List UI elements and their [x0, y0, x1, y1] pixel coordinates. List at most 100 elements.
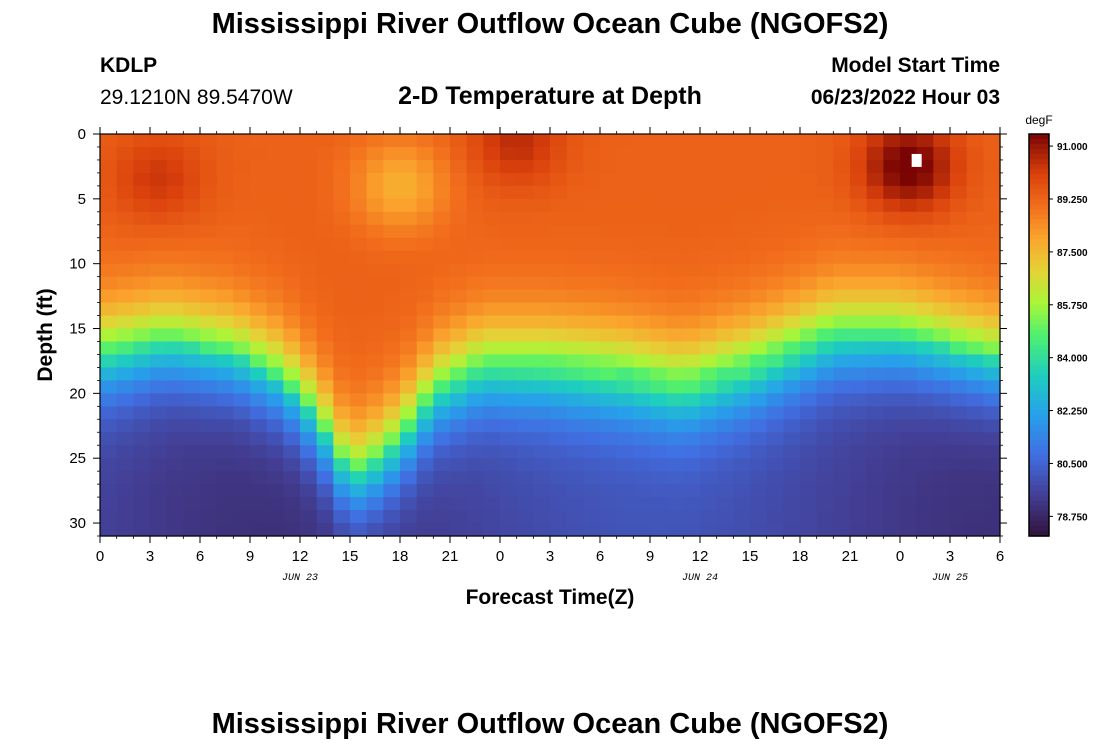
y-tick-label: 5 [78, 191, 86, 208]
heatmap-cell [566, 211, 584, 226]
heatmap-cell [450, 393, 468, 407]
heatmap-cell [283, 263, 301, 278]
heatmap-cell [783, 146, 801, 161]
heatmap-cell [433, 393, 451, 407]
heatmap-cell [966, 237, 984, 252]
heatmap-cell [483, 263, 501, 278]
heatmap-cell [533, 146, 551, 161]
heatmap-cell [666, 497, 684, 511]
heatmap-cell [983, 523, 1001, 537]
heatmap-cell [800, 432, 818, 446]
heatmap-cell [583, 328, 601, 343]
heatmap-cell [650, 328, 668, 343]
heatmap-cell [466, 354, 484, 369]
heatmap-cell [433, 523, 451, 537]
heatmap-cell [616, 419, 634, 433]
heatmap-cell [100, 146, 118, 161]
heatmap-cell [933, 172, 951, 187]
heatmap-cell [950, 146, 968, 161]
heatmap-cell [833, 367, 851, 381]
heatmap-cell [383, 458, 401, 472]
heatmap-cell [266, 445, 284, 459]
heatmap-cell [216, 263, 234, 278]
heatmap-cell [150, 419, 168, 433]
heatmap-cell [800, 523, 818, 537]
heatmap-cell [183, 510, 201, 524]
heatmap-cell [200, 523, 218, 537]
heatmap-cell [883, 276, 901, 291]
heatmap-cell [266, 146, 284, 161]
heatmap-cell [216, 458, 234, 472]
colorbar-segment [1029, 219, 1049, 226]
heatmap-cell [733, 471, 751, 485]
heatmap-cell [150, 237, 168, 252]
heatmap-cell [933, 328, 951, 343]
heatmap-cell [100, 198, 118, 213]
heatmap-cell [883, 354, 901, 369]
colorbar-tick-label: 85.750 [1057, 301, 1088, 312]
heatmap-cell [400, 419, 418, 433]
heatmap-cell [533, 406, 551, 420]
heatmap-cell [716, 276, 734, 291]
heatmap-cell [366, 289, 384, 304]
heatmap-cell [883, 497, 901, 511]
heatmap-cell [983, 315, 1001, 330]
heatmap-cell [716, 315, 734, 330]
heatmap-cell [483, 276, 501, 291]
heatmap-cell [433, 367, 451, 381]
heatmap-cell [850, 172, 868, 187]
heatmap-cell [483, 432, 501, 446]
heatmap-cell [983, 419, 1001, 433]
heatmap-cell [816, 198, 834, 213]
heatmap-cell [450, 237, 468, 252]
heatmap-cell [516, 276, 534, 291]
heatmap-cell [200, 315, 218, 330]
heatmap-cell [900, 497, 918, 511]
heatmap-cell [100, 380, 118, 394]
heatmap-cell [416, 159, 434, 174]
heatmap-cell [633, 263, 651, 278]
heatmap-cell [150, 289, 168, 304]
heatmap-cell [266, 341, 284, 356]
heatmap-cell [350, 523, 368, 537]
heatmap-cell [783, 185, 801, 200]
heatmap-cell [733, 159, 751, 174]
heatmap-cell [550, 315, 568, 330]
colorbar-segment [1029, 345, 1049, 351]
heatmap-cell [783, 497, 801, 511]
heatmap-cell [500, 380, 518, 394]
heatmap-cell [283, 276, 301, 291]
heatmap-cell [650, 250, 668, 265]
heatmap-cell [316, 134, 334, 148]
heatmap-cell [900, 445, 918, 459]
heatmap-cell [666, 250, 684, 265]
heatmap-cell [133, 445, 151, 459]
heatmap-cell [783, 198, 801, 213]
heatmap-cell [333, 510, 351, 524]
heatmap-cell [766, 134, 784, 148]
heatmap-cell [150, 380, 168, 394]
colorbar-segment [1029, 360, 1049, 366]
heatmap-cell [483, 185, 501, 200]
heatmap-cell [316, 484, 334, 498]
heatmap-cell [100, 315, 118, 330]
heatmap-cell [566, 263, 584, 278]
heatmap-cell [233, 289, 251, 304]
heatmap-cell [716, 263, 734, 278]
heatmap-cell [633, 341, 651, 356]
heatmap-cell [383, 315, 401, 330]
heatmap-cell [950, 406, 968, 420]
heatmap-cell [800, 250, 818, 265]
heatmap-cell [850, 419, 868, 433]
heatmap-cell [316, 419, 334, 433]
heatmap-cell [250, 250, 268, 265]
x-axis-title: Forecast Time(Z) [466, 586, 635, 609]
x-tick-label: 0 [896, 548, 904, 565]
station-coordinates: 29.1210N 89.5470W [100, 86, 293, 109]
heatmap-cell [733, 315, 751, 330]
heatmap-cell [583, 419, 601, 433]
heatmap-cell [766, 263, 784, 278]
heatmap-cell [933, 237, 951, 252]
heatmap-cell [783, 315, 801, 330]
heatmap-cell [766, 289, 784, 304]
